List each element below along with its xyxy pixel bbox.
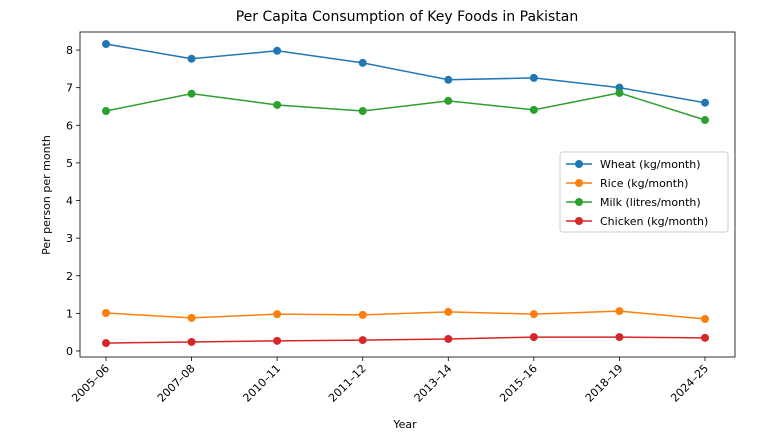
data-point (187, 337, 196, 346)
x-tick-label: 2024–25 (668, 362, 711, 405)
data-point (444, 307, 453, 316)
legend-label: Chicken (kg/month) (600, 215, 708, 228)
data-point (102, 106, 110, 115)
data-point (701, 116, 709, 125)
data-point (529, 333, 538, 342)
y-tick-label: 4 (66, 195, 73, 208)
data-point (701, 333, 709, 342)
series-line-1 (105, 310, 706, 320)
x-tick-label: 2018–19 (583, 362, 626, 405)
x-tick-label: 2015–16 (497, 362, 540, 405)
data-point (187, 54, 196, 63)
legend-label: Milk (litres/month) (600, 196, 701, 209)
data-point (187, 89, 196, 98)
data-point (615, 307, 624, 316)
legend-marker (575, 160, 583, 168)
data-point (358, 336, 367, 345)
data-point (273, 336, 282, 345)
data-point (187, 313, 196, 322)
legend-box (559, 151, 729, 233)
data-point (444, 75, 453, 84)
data-point (358, 106, 367, 115)
legend-label: Rice (kg/month) (600, 177, 688, 190)
data-point (273, 100, 282, 109)
x-tick-label: 2013–14 (412, 362, 455, 405)
legend-marker (575, 217, 583, 225)
y-tick-label: 8 (66, 44, 73, 57)
x-tick-label: 2005–06 (69, 362, 112, 405)
y-tick-label: 5 (66, 157, 73, 170)
data-point (529, 73, 538, 82)
data-point (102, 40, 110, 49)
data-point (273, 310, 282, 319)
data-point (273, 46, 282, 55)
data-point (701, 315, 709, 324)
chart-title: Per Capita Consumption of Key Foods in P… (236, 9, 579, 25)
data-point (358, 58, 367, 67)
legend-label: Wheat (kg/month) (600, 158, 701, 171)
data-point (529, 105, 538, 114)
y-tick-label: 3 (66, 232, 73, 245)
data-point (358, 310, 367, 319)
data-point (615, 333, 624, 342)
data-point (615, 88, 624, 97)
y-tick-label: 7 (66, 82, 73, 95)
legend-marker (575, 198, 583, 206)
plot-area (79, 31, 736, 358)
data-point (444, 334, 453, 343)
x-axis-label: Year (392, 418, 417, 431)
data-point (102, 339, 110, 348)
x-tick-label: 2007–08 (155, 362, 198, 405)
series-line-2 (105, 92, 706, 121)
y-tick-label: 0 (66, 345, 73, 358)
y-axis-label: Per person per month (40, 135, 53, 255)
data-point (529, 310, 538, 319)
data-point (444, 96, 453, 105)
x-tick-label: 2011–12 (326, 362, 369, 405)
y-tick-label: 6 (66, 119, 73, 132)
y-tick-label: 2 (66, 270, 73, 283)
series-line-3 (105, 336, 706, 344)
x-tick-label: 2010–11 (240, 362, 283, 405)
series-line-0 (105, 43, 706, 104)
y-tick-label: 1 (66, 307, 73, 320)
data-point (102, 308, 110, 317)
legend-marker (575, 179, 583, 187)
data-point (701, 98, 709, 107)
